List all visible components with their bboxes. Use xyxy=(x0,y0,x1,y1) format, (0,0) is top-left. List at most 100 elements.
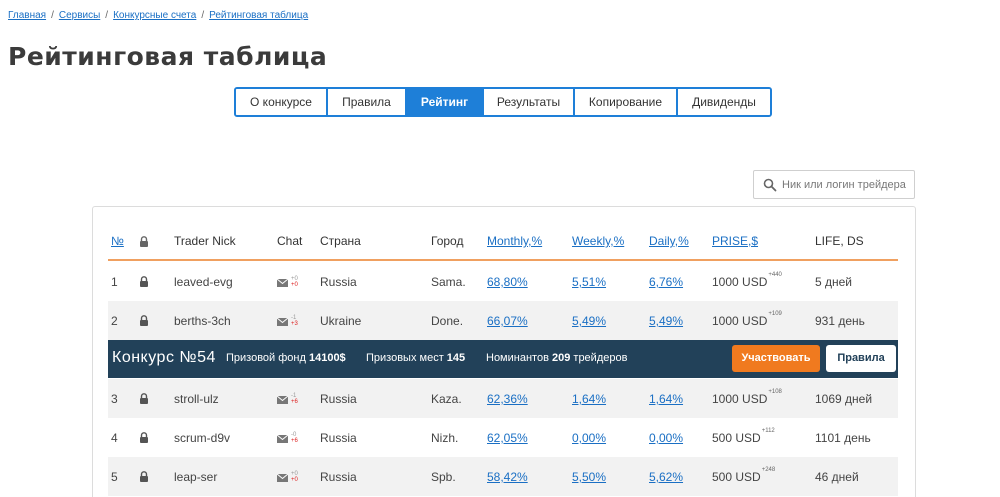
table-row[interactable]: 4 scrum-d9v -0 +6 Russia Nizh. 62,05% 0,0… xyxy=(108,418,898,457)
table-row[interactable]: 2 berths-3ch -1 +3 Ukraine Done. 66,07% 5… xyxy=(108,301,898,340)
chat-count-bottom: +3 xyxy=(291,321,298,327)
prize-fund-label: Призовой фонд xyxy=(226,352,306,364)
weekly-percent[interactable]: 5,50% xyxy=(572,470,607,484)
nominees: Номинантов 209 трейдеров xyxy=(486,352,627,364)
daily-percent[interactable]: 1,64% xyxy=(649,392,684,406)
search-icon[interactable] xyxy=(763,178,777,192)
monthly-percent[interactable]: 62,36% xyxy=(487,392,528,406)
header-weekly[interactable]: Weekly,% xyxy=(572,234,625,248)
weekly-percent[interactable]: 0,00% xyxy=(572,431,607,445)
daily-percent[interactable]: 5,49% xyxy=(649,314,684,328)
header-prise[interactable]: PRISE,$ xyxy=(712,234,759,248)
prise: 1000 USD+440 xyxy=(712,272,782,289)
envelope-icon xyxy=(277,318,288,326)
prise-bonus: +440 xyxy=(768,272,782,278)
trader-nick[interactable]: stroll-ulz xyxy=(174,392,219,406)
trader-nick[interactable]: berths-3ch xyxy=(174,314,231,328)
lock-icon xyxy=(140,432,148,443)
header-number[interactable]: № xyxy=(111,234,124,248)
chat-indicator[interactable]: -1 +3 xyxy=(277,315,299,329)
breadcrumb-services[interactable]: Сервисы xyxy=(58,10,101,21)
header-life: LIFE, DS xyxy=(815,234,864,248)
search-input[interactable] xyxy=(782,174,912,196)
trader-nick[interactable]: leap-ser xyxy=(174,470,218,484)
trader-nick[interactable]: scrum-d9v xyxy=(174,431,231,445)
prize-places: Призовых мест 145 xyxy=(366,352,465,364)
city: Nizh. xyxy=(431,431,459,445)
lock-icon xyxy=(140,276,148,287)
chat-indicator[interactable]: +0 +0 xyxy=(277,276,299,290)
prise: 500 USD+112 xyxy=(712,428,775,445)
lock-icon xyxy=(140,471,148,482)
row-number: 4 xyxy=(111,431,118,445)
tab-bar: О конкурсе Правила Рейтинг Результаты Ко… xyxy=(234,87,772,117)
tab-rating[interactable]: Рейтинг xyxy=(407,89,484,115)
weekly-percent[interactable]: 1,64% xyxy=(572,392,607,406)
chat-indicator[interactable]: +0 +0 xyxy=(277,471,299,485)
nominees-suffix: трейдеров xyxy=(573,352,628,364)
table-row[interactable]: 1 leaved-evg +0 +0 Russia Sama. 68,80% 5,… xyxy=(108,262,898,301)
envelope-icon xyxy=(277,435,288,443)
envelope-icon xyxy=(277,474,288,482)
tab-about[interactable]: О конкурсе xyxy=(236,89,328,115)
envelope-icon xyxy=(277,279,288,287)
breadcrumb-contest-accounts[interactable]: Конкурсные счета xyxy=(113,10,197,21)
tab-copying[interactable]: Копирование xyxy=(575,89,678,115)
header-chat: Chat xyxy=(277,234,303,248)
daily-percent[interactable]: 0,00% xyxy=(649,431,684,445)
prize-fund: Призовой фонд 14100$ xyxy=(226,352,346,364)
chat-count-top: +0 xyxy=(291,276,298,282)
chat-count-top: -0 xyxy=(291,432,297,438)
header-country: Страна xyxy=(320,234,361,248)
envelope-icon xyxy=(277,396,288,404)
chat-indicator[interactable]: -1 +6 xyxy=(277,393,299,407)
trader-nick[interactable]: leaved-evg xyxy=(174,275,233,289)
weekly-percent[interactable]: 5,49% xyxy=(572,314,607,328)
prise-bonus: +108 xyxy=(768,389,782,395)
monthly-percent[interactable]: 68,80% xyxy=(487,275,528,289)
row-number: 1 xyxy=(111,275,118,289)
breadcrumb-separator: / xyxy=(105,10,109,21)
city: Kaza. xyxy=(431,392,462,406)
contest-rules-button[interactable]: Правила xyxy=(826,345,896,372)
life-days: 1069 дней xyxy=(815,392,873,406)
city: Sama. xyxy=(431,275,466,289)
tab-results[interactable]: Результаты xyxy=(484,89,575,115)
tab-rules[interactable]: Правила xyxy=(328,89,407,115)
contest-title: Конкурс №54 xyxy=(112,349,216,366)
monthly-percent[interactable]: 58,42% xyxy=(487,470,528,484)
prise: 1000 USD+109 xyxy=(712,311,782,328)
daily-percent[interactable]: 6,76% xyxy=(649,275,684,289)
breadcrumb-home[interactable]: Главная xyxy=(8,10,47,21)
header-monthly[interactable]: Monthly,% xyxy=(487,234,543,248)
city: Spb. xyxy=(431,470,456,484)
table-row[interactable]: 3 stroll-ulz -1 +6 Russia Kaza. 62,36% 1,… xyxy=(108,379,898,418)
prize-places-label: Призовых мест xyxy=(366,352,444,364)
contest-banner: Конкурс №54 Призовой фонд 14100$ Призовы… xyxy=(108,340,898,378)
weekly-percent[interactable]: 5,51% xyxy=(572,275,607,289)
participate-button[interactable]: Участвовать xyxy=(732,345,820,372)
chat-count-bottom: +0 xyxy=(291,282,298,288)
life-days: 5 дней xyxy=(815,275,853,289)
trader-search xyxy=(753,170,915,199)
header-daily[interactable]: Daily,% xyxy=(649,234,689,248)
monthly-percent[interactable]: 62,05% xyxy=(487,431,528,445)
prize-fund-value: 14100$ xyxy=(308,352,346,364)
breadcrumb: Главная / Сервисы / Конкурсные счета / Рейтинг… xyxy=(8,10,308,21)
monthly-percent[interactable]: 66,07% xyxy=(487,314,528,328)
table-header: № Trader Nick Chat Страна Город Monthly,… xyxy=(108,228,898,261)
header-city: Город xyxy=(431,234,464,248)
chat-indicator[interactable]: -0 +6 xyxy=(277,432,299,446)
tab-dividends[interactable]: Дивиденды xyxy=(678,89,770,115)
prise-value: 500 USD xyxy=(712,431,761,445)
breadcrumb-separator: / xyxy=(51,10,54,21)
daily-percent[interactable]: 5,62% xyxy=(649,470,684,484)
prise-value: 1000 USD xyxy=(712,392,768,406)
prise-value: 1000 USD xyxy=(712,314,768,328)
breadcrumb-rating-table[interactable]: Рейтинговая таблица xyxy=(209,10,309,21)
life-days: 1101 день xyxy=(815,431,871,445)
prise-bonus: +109 xyxy=(768,311,782,317)
table-row[interactable]: 5 leap-ser +0 +0 Russia Spb. 58,42% 5,50%… xyxy=(108,457,898,496)
chat-count-top: -1 xyxy=(291,393,297,399)
row-number: 2 xyxy=(111,314,118,328)
